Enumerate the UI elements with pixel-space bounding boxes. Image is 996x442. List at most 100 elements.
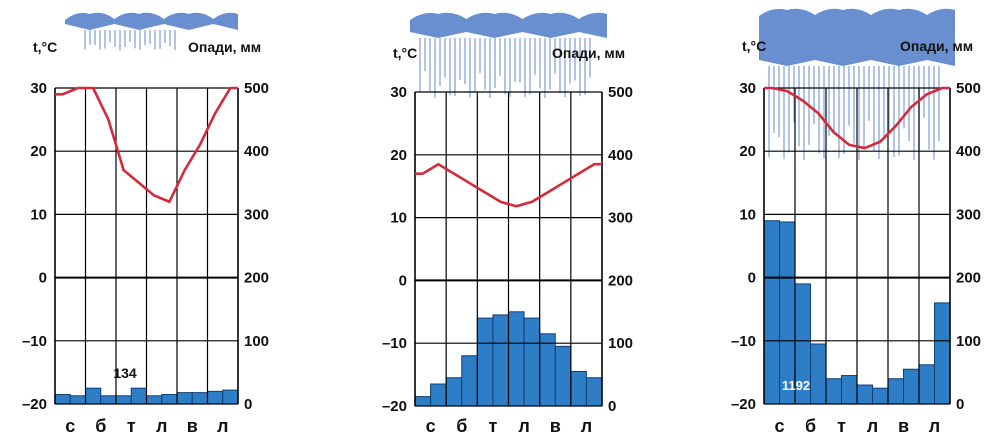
- precipitation-bar: [585, 377, 603, 407]
- left-axis-title: t,°C: [393, 45, 417, 61]
- right-axis-title: Опади, мм: [552, 45, 625, 61]
- precipitation-tick-label: 200: [244, 270, 269, 287]
- precipitation-bars: [54, 387, 239, 405]
- month-label: т: [127, 416, 136, 436]
- precipitation-bar: [554, 345, 572, 407]
- precipitation-bar: [461, 355, 478, 407]
- precipitation-tick-label: 0: [608, 398, 616, 415]
- rain-icon: [84, 30, 176, 50]
- precipitation-bar: [69, 395, 86, 405]
- precipitation-tick-label: 500: [244, 80, 269, 97]
- precipitation-bar: [570, 370, 587, 407]
- temperature-tick-label: 0: [39, 270, 47, 287]
- month-label: с: [426, 416, 436, 436]
- precipitation-bar: [54, 394, 71, 405]
- grid: [763, 87, 951, 405]
- precipitation-tick-label: 500: [608, 84, 633, 101]
- temperature-tick-label: 30: [739, 80, 756, 97]
- left-axis-title: t,°C: [33, 39, 57, 55]
- cloud-shape: [65, 12, 238, 31]
- right-axis-title: Опади, мм: [900, 38, 973, 54]
- temperature-tick-label: 30: [390, 84, 407, 101]
- month-label: в: [898, 416, 909, 436]
- cloud-icon: [65, 12, 238, 31]
- climate-chart-1: t,°C Опади, мм3020100–10–2050040030020010…: [22, 12, 269, 436]
- precipitation-bar: [492, 314, 509, 407]
- precipitation-tick-label: 400: [608, 147, 633, 164]
- precipitation-bar: [779, 221, 796, 405]
- temperature-tick-label: 0: [748, 270, 756, 287]
- temperature-tick-label: 30: [30, 80, 47, 97]
- month-label: с: [65, 416, 75, 436]
- precipitation-bar: [85, 387, 102, 405]
- precipitation-bar: [810, 343, 827, 405]
- temperature-tick-label: –20: [731, 396, 756, 413]
- month-label: б: [95, 416, 106, 436]
- grid: [54, 87, 239, 405]
- temperature-line: [415, 162, 602, 208]
- temperature-tick-label: 20: [390, 147, 407, 164]
- precipitation-bar: [445, 377, 463, 407]
- annual-precipitation-total: 1192: [782, 378, 810, 393]
- precipitation-bar: [100, 395, 117, 405]
- precipitation-bar: [523, 317, 541, 407]
- temperature-tick-label: 10: [390, 210, 407, 227]
- precipitation-bar: [856, 384, 873, 405]
- grid: [414, 91, 603, 407]
- temperature-line: [55, 86, 238, 204]
- month-label: с: [774, 416, 784, 436]
- month-label: л: [518, 416, 529, 436]
- precipitation-bar: [539, 333, 556, 407]
- month-label: т: [837, 416, 846, 436]
- precipitation-bar: [872, 387, 889, 405]
- precipitation-tick-label: 500: [956, 80, 981, 97]
- precipitation-bar: [763, 220, 780, 405]
- precipitation-tick-label: 0: [244, 396, 252, 413]
- precipitation-bar: [191, 392, 208, 405]
- precipitation-bars: [763, 220, 951, 405]
- precipitation-tick-label: 400: [956, 143, 981, 160]
- precipitation-tick-label: 300: [244, 206, 269, 223]
- temperature-tick-label: 20: [739, 143, 756, 160]
- temperature-tick-label: –10: [22, 333, 47, 350]
- cloud-shape: [410, 12, 607, 39]
- precipitation-bar: [146, 395, 163, 405]
- temperature-tick-label: –20: [382, 398, 407, 415]
- precipitation-tick-label: 400: [244, 143, 269, 160]
- temperature-tick-label: 0: [399, 272, 407, 289]
- temperature-tick-label: 10: [30, 206, 47, 223]
- cloud-icon: [410, 12, 607, 39]
- precipitation-bar: [207, 390, 224, 405]
- month-label: л: [581, 416, 592, 436]
- temperature-tick-label: –20: [22, 396, 47, 413]
- temperature-tick-label: 20: [30, 143, 47, 160]
- climate-chart-2: t,°C Опади, мм3020100–10–2050040030020010…: [382, 12, 633, 436]
- precipitation-bar: [476, 317, 494, 407]
- month-label: л: [929, 416, 940, 436]
- rain-icon: [419, 38, 591, 98]
- precipitation-bar: [130, 387, 147, 405]
- month-label: т: [489, 416, 498, 436]
- precipitation-bar: [161, 394, 178, 405]
- right-axis-title: Опади, мм: [188, 39, 261, 55]
- precipitation-bar: [918, 364, 935, 405]
- precipitation-bar: [222, 389, 239, 405]
- temperature-line: [764, 86, 950, 150]
- precipitation-bar: [841, 375, 858, 405]
- cloud-icon: [759, 8, 955, 67]
- precipitation-bar: [430, 383, 447, 407]
- climate-chart-3: t,°C Опади, мм3020100–10–2050040030020010…: [731, 8, 981, 436]
- precipitation-tick-label: 200: [956, 270, 981, 287]
- precipitation-bar: [825, 378, 842, 405]
- precipitation-tick-label: 300: [956, 206, 981, 223]
- temperature-tick-label: –10: [382, 335, 407, 352]
- precipitation-bar: [508, 311, 525, 407]
- month-label: л: [156, 416, 167, 436]
- left-axis-title: t,°C: [742, 38, 766, 54]
- month-label: в: [187, 416, 198, 436]
- precipitation-bar: [414, 396, 432, 407]
- precipitation-tick-label: 300: [608, 210, 633, 227]
- precipitation-tick-label: 200: [608, 272, 633, 289]
- cloud-shape: [759, 8, 955, 67]
